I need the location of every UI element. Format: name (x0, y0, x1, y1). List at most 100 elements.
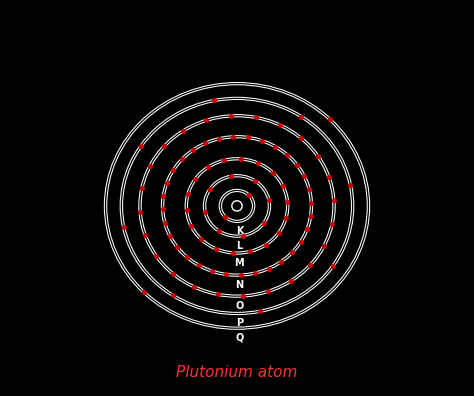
Point (227, 173, 235, 179)
Point (293, 162, 301, 168)
Point (329, 263, 337, 269)
Point (252, 114, 260, 121)
Point (202, 117, 210, 124)
Point (305, 186, 313, 192)
Point (146, 163, 154, 169)
Point (251, 270, 259, 276)
Point (272, 143, 279, 150)
Text: K: K (236, 226, 243, 236)
Point (221, 214, 229, 220)
Point (282, 215, 290, 221)
Point (279, 183, 287, 189)
Point (191, 176, 199, 182)
Point (197, 236, 205, 242)
Point (189, 147, 196, 154)
Point (264, 288, 272, 295)
Point (303, 226, 311, 232)
Point (326, 116, 334, 123)
Point (306, 262, 314, 268)
Point (246, 248, 254, 255)
Point (308, 199, 315, 206)
Point (166, 232, 173, 239)
Point (287, 278, 295, 284)
Text: L: L (236, 241, 243, 251)
Text: N: N (235, 280, 244, 290)
Point (239, 232, 247, 239)
Point (330, 197, 337, 203)
Point (195, 262, 202, 268)
Point (169, 167, 177, 173)
Point (159, 206, 166, 213)
Point (182, 207, 190, 213)
Point (169, 292, 176, 299)
Point (212, 246, 219, 252)
Point (297, 238, 305, 245)
Point (229, 133, 237, 140)
Text: Plutonium atom: Plutonium atom (176, 365, 298, 380)
Point (161, 219, 169, 226)
Point (201, 209, 209, 215)
Point (210, 97, 218, 104)
Point (222, 271, 230, 278)
Point (314, 152, 321, 159)
Point (190, 284, 198, 290)
Point (138, 185, 146, 192)
Point (237, 272, 245, 278)
Point (325, 174, 333, 180)
Point (204, 164, 212, 170)
Point (153, 253, 160, 259)
Point (284, 199, 292, 205)
Point (220, 157, 228, 164)
Point (265, 197, 273, 203)
Point (201, 140, 209, 147)
Point (137, 209, 144, 215)
Point (288, 249, 296, 255)
Point (179, 128, 187, 134)
Point (169, 270, 177, 277)
Point (163, 179, 171, 186)
Point (265, 265, 273, 272)
Point (260, 219, 268, 226)
Point (258, 137, 266, 144)
Point (245, 192, 253, 198)
Point (328, 220, 336, 227)
Text: O: O (235, 301, 244, 311)
Point (227, 113, 235, 119)
Point (229, 250, 237, 256)
Point (173, 244, 181, 250)
Point (215, 228, 223, 234)
Point (239, 293, 247, 299)
Point (278, 258, 285, 265)
Point (262, 242, 270, 248)
Point (208, 268, 216, 274)
Point (137, 143, 145, 149)
Point (283, 151, 291, 158)
Point (346, 182, 354, 188)
Point (183, 254, 191, 261)
Text: P: P (236, 318, 243, 328)
Point (301, 173, 308, 179)
Point (184, 190, 192, 197)
Text: M: M (235, 258, 244, 268)
Point (244, 134, 252, 141)
Point (160, 143, 168, 150)
Point (251, 178, 259, 184)
Point (255, 160, 262, 166)
Point (276, 122, 284, 128)
Point (237, 156, 245, 162)
Text: Q: Q (235, 333, 244, 343)
Point (320, 243, 328, 249)
Point (178, 156, 186, 163)
Point (187, 223, 195, 229)
Point (256, 308, 264, 314)
Point (269, 169, 277, 176)
Point (297, 135, 305, 141)
Point (206, 186, 214, 192)
Point (140, 289, 148, 295)
Point (275, 230, 283, 236)
Point (307, 213, 314, 219)
Point (160, 192, 167, 199)
Point (214, 291, 222, 297)
Point (215, 135, 223, 142)
Point (141, 232, 149, 238)
